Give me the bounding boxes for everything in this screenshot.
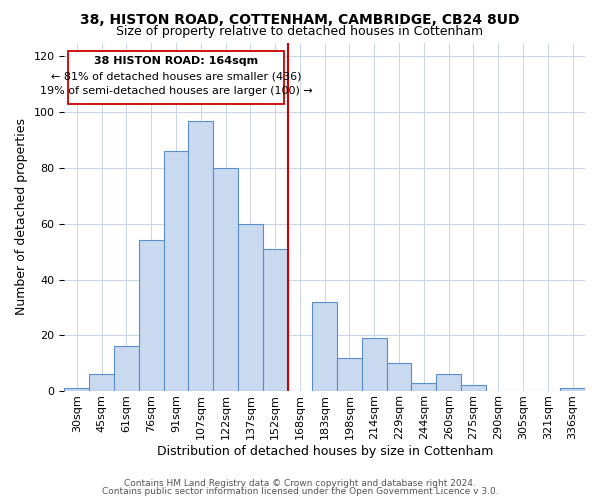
Bar [114,346,139,391]
Bar [139,240,164,391]
Bar [238,224,263,391]
Text: Size of property relative to detached houses in Cottenham: Size of property relative to detached ho… [116,25,484,38]
X-axis label: Distribution of detached houses by size in Cottenham: Distribution of detached houses by size … [157,444,493,458]
Bar [213,168,238,391]
Y-axis label: Number of detached properties: Number of detached properties [15,118,28,316]
Bar [412,382,436,391]
Text: ← 81% of detached houses are smaller (436): ← 81% of detached houses are smaller (43… [51,72,301,82]
Bar [436,374,461,391]
Bar [461,386,486,391]
Bar [68,51,284,104]
Bar [164,151,188,391]
Bar [64,388,89,391]
Bar [362,338,386,391]
Bar [263,249,287,391]
Text: 38, HISTON ROAD, COTTENHAM, CAMBRIDGE, CB24 8UD: 38, HISTON ROAD, COTTENHAM, CAMBRIDGE, C… [80,12,520,26]
Text: 38 HISTON ROAD: 164sqm: 38 HISTON ROAD: 164sqm [94,56,258,66]
Bar [89,374,114,391]
Bar [313,302,337,391]
Bar [386,363,412,391]
Text: Contains HM Land Registry data © Crown copyright and database right 2024.: Contains HM Land Registry data © Crown c… [124,478,476,488]
Text: 19% of semi-detached houses are larger (100) →: 19% of semi-detached houses are larger (… [40,86,313,96]
Bar [188,120,213,391]
Text: Contains public sector information licensed under the Open Government Licence v : Contains public sector information licen… [101,487,499,496]
Bar [560,388,585,391]
Bar [337,358,362,391]
